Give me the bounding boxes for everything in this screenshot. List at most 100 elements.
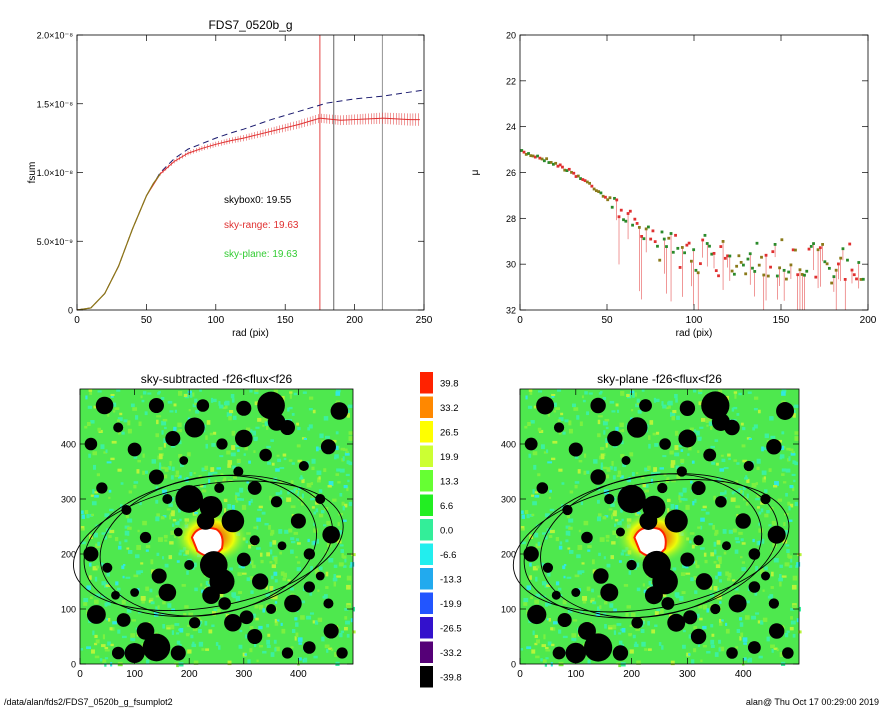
img2-mask-blob — [690, 628, 707, 645]
mu-point — [527, 152, 530, 155]
img2-noise-pixel — [710, 624, 714, 628]
mu-point — [726, 254, 729, 258]
img1-noise-pixel — [346, 575, 352, 581]
mu-point — [859, 278, 863, 281]
img2-noise-pixel — [562, 431, 566, 435]
img2-noise-pixel — [770, 644, 775, 649]
img1-noise-pixel — [277, 483, 280, 486]
fsum-xtick-label: 150 — [277, 315, 294, 326]
img1-noise-pixel — [171, 608, 175, 612]
img2-mask-blob — [715, 495, 727, 508]
img1-noise-pixel — [274, 601, 278, 604]
img1-noise-pixel — [175, 470, 179, 475]
img2-noise-pixel — [695, 564, 700, 569]
img1-noise-pixel — [94, 576, 98, 582]
img2-noise-pixel — [697, 450, 700, 454]
img1-noise-pixel — [178, 628, 181, 631]
mu-point — [689, 259, 693, 263]
img1-noise-pixel — [156, 419, 159, 425]
img2-noise-pixel — [558, 629, 562, 634]
img2-noise-pixel — [579, 570, 585, 574]
img2-noise-pixel — [741, 567, 746, 572]
img1-noise-pixel — [296, 422, 300, 426]
img2-noise-pixel — [659, 467, 664, 470]
img1-noise-pixel — [291, 628, 296, 633]
mu-point — [823, 260, 827, 264]
mu-point — [742, 263, 745, 267]
img1-noise-pixel — [119, 412, 123, 416]
mu-point — [732, 272, 736, 276]
img2-noise-pixel — [526, 646, 532, 650]
img2-noise-pixel — [755, 612, 760, 615]
img2-noise-pixel — [726, 577, 731, 581]
img1-noise-pixel — [125, 513, 129, 519]
img1-noise-pixel — [136, 469, 140, 474]
img2-noise-pixel — [647, 648, 652, 651]
mu-point — [753, 270, 757, 273]
img2-mask-blob — [735, 513, 751, 529]
img1-noise-pixel — [287, 407, 290, 412]
img1-noise-pixel — [208, 478, 211, 484]
mu-point — [678, 266, 682, 269]
img2-noise-pixel — [643, 589, 647, 594]
img1-noise-pixel — [223, 477, 227, 482]
img1-noise-pixel — [224, 508, 227, 513]
img2-noise-pixel — [524, 425, 528, 429]
img2-noise-pixel — [655, 471, 661, 474]
img1-ytick-label: 400 — [61, 440, 76, 450]
fsum-series-sky-plane — [76, 173, 161, 311]
mu-point — [529, 154, 533, 158]
img1-noise-pixel — [183, 393, 188, 398]
img1-ytick-label: 100 — [61, 605, 76, 615]
img1-noise-pixel — [127, 530, 130, 536]
img1-noise-pixel — [121, 635, 127, 639]
img2-noise-pixel — [531, 513, 535, 517]
img1-noise-pixel — [338, 513, 343, 516]
img2-noise-pixel — [531, 494, 535, 497]
img2-noise-pixel — [598, 552, 601, 556]
img2-noise-pixel — [532, 489, 535, 494]
img2-noise-pixel — [599, 537, 605, 542]
img2-mask-blob — [782, 647, 794, 659]
mu-point — [687, 241, 691, 245]
img1-noise-pixel — [334, 454, 339, 459]
img2-noise-pixel — [640, 628, 645, 634]
img1-noise-pixel — [273, 389, 278, 395]
img2-noise-pixel — [537, 390, 543, 393]
img1-mask-blob — [111, 646, 125, 660]
img2-mask-blob — [691, 480, 706, 496]
img2-noise-pixel — [682, 629, 686, 633]
img1-noise-pixel — [231, 504, 235, 510]
img1-noise-pixel — [163, 474, 168, 479]
img1-mask-blob — [151, 568, 167, 584]
img2-noise-pixel — [699, 426, 704, 429]
img2-noise-pixel — [574, 484, 578, 489]
mu-point — [545, 157, 549, 161]
mu-point — [775, 274, 779, 278]
img2-noise-pixel — [609, 466, 613, 470]
img1-noise-pixel — [334, 445, 339, 451]
img2-mask-blob — [612, 645, 629, 661]
img2-noise-pixel — [610, 555, 614, 560]
img1-aperture-ellipse — [73, 480, 344, 612]
img2-mask-blob — [760, 493, 771, 505]
img2-noise-pixel — [592, 601, 597, 605]
img1-noise-pixel — [303, 437, 307, 441]
img2-mask-blob — [568, 442, 583, 457]
img1-noise-pixel — [92, 464, 97, 470]
img2-noise-pixel — [716, 587, 719, 592]
img1-noise-pixel — [227, 660, 232, 666]
img2-noise-pixel — [551, 643, 555, 647]
img2-noise-pixel — [792, 486, 795, 492]
img1-noise-pixel — [149, 588, 153, 593]
img2-noise-pixel — [597, 433, 601, 438]
img1-noise-pixel — [232, 465, 236, 470]
img2-mask-blob — [747, 641, 761, 654]
img1-noise-pixel — [266, 644, 271, 649]
img1-mask-blob — [270, 496, 283, 508]
img1-noise-pixel — [248, 500, 251, 506]
mu-point — [644, 227, 648, 231]
img1-noise-pixel — [120, 504, 123, 509]
img2-mask-blob — [693, 535, 704, 546]
img2-noise-pixel — [670, 463, 675, 468]
